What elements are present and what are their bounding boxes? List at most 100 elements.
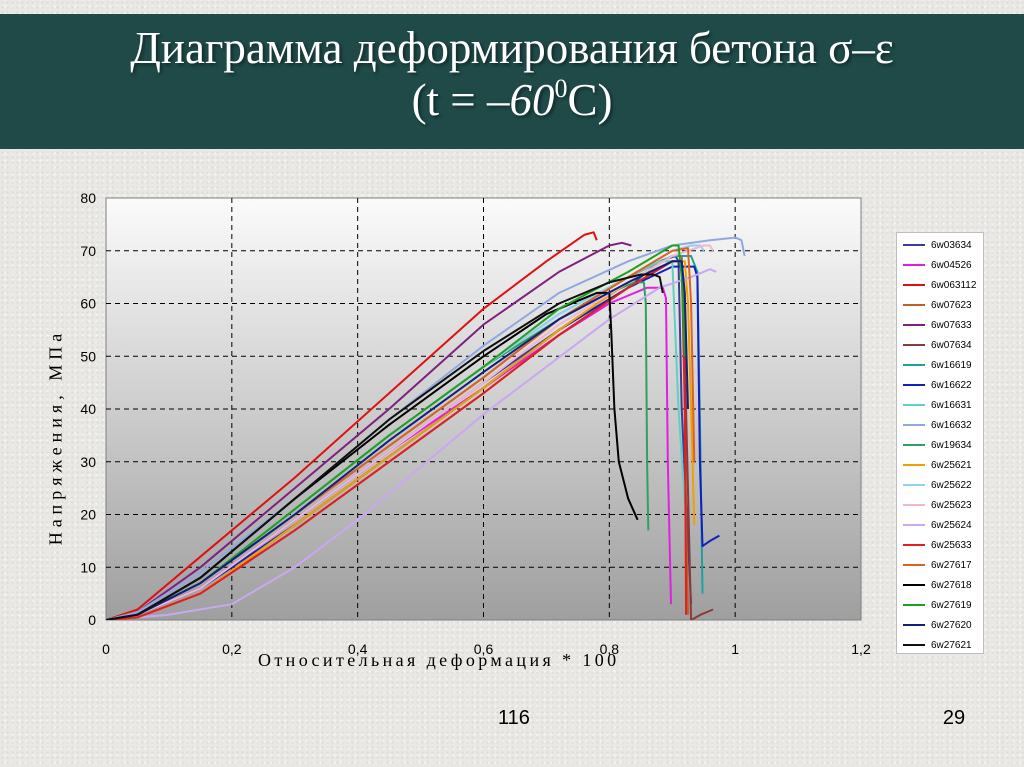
title-banner: [0, 14, 1024, 149]
legend-label: 6w03634: [931, 239, 972, 251]
legend-label: 6w16631: [931, 399, 972, 411]
y-tick-label: 50: [80, 348, 96, 364]
legend-swatch: [903, 364, 925, 366]
tick-labels: 0 0,2 0,4 0,6 0,8 1 1,2 0 10 20 30 40 50 60 70 80: [80, 190, 871, 657]
title-line-2-open: (t =: [411, 75, 487, 125]
page-number: 29: [942, 707, 966, 729]
legend-item: 6w07633: [903, 315, 972, 335]
legend-item: 6w25623: [903, 495, 972, 515]
legend-swatch: [903, 604, 925, 606]
legend-label: 6w25633: [931, 539, 972, 551]
series-group: [106, 231, 746, 620]
legend-item: 6w07634: [903, 335, 972, 355]
legend-item: 6w27617: [903, 555, 972, 575]
legend-label: 6w25623: [931, 499, 972, 511]
legend-swatch: [903, 404, 925, 406]
y-tick-label: 20: [80, 507, 96, 523]
legend-label: 6w25621: [931, 459, 972, 471]
legend-item: 6w16632: [903, 415, 972, 435]
legend-swatch: [903, 644, 925, 646]
title-line-2: (t = –600C): [0, 74, 1024, 126]
legend-item: 6w04526: [903, 255, 972, 275]
y-tick-label: 70: [80, 243, 96, 259]
legend-swatch: [903, 484, 925, 486]
legend-item: 6w063112: [903, 275, 976, 295]
y-tick-label: 0: [88, 612, 96, 628]
legend-item: 6w16631: [903, 395, 972, 415]
y-tick-label: 30: [80, 454, 96, 470]
x-axis-title: Относительная деформация * 100: [258, 650, 620, 670]
legend-swatch: [903, 544, 925, 546]
legend-swatch: [903, 304, 925, 306]
title-line-1: Диаграмма деформирования бетона σ–ε: [130, 23, 894, 73]
legend-swatch: [903, 624, 925, 626]
legend-swatch: [903, 444, 925, 446]
legend-item: 6w25624: [903, 515, 972, 535]
legend-swatch: [903, 244, 925, 246]
legend-swatch: [903, 324, 925, 326]
legend-swatch: [903, 564, 925, 566]
legend-item: 6w07623: [903, 295, 972, 315]
legend-label: 6w27618: [931, 579, 972, 591]
legend-swatch: [903, 524, 925, 526]
legend-item: 6w25633: [903, 535, 972, 555]
legend-swatch: [903, 464, 925, 466]
x-tick-label: 1,2: [851, 641, 871, 657]
series-line-6w16632: [106, 236, 746, 620]
legend-label: 6w25624: [931, 519, 972, 531]
x-tick-label: 0: [102, 641, 110, 657]
legend-label: 6w27620: [931, 619, 972, 631]
legend-swatch: [903, 384, 925, 386]
legend-item: 6w27618: [903, 575, 972, 595]
grid: [106, 198, 861, 620]
legend-item: 6w25622: [903, 475, 972, 495]
x-tick-label: 1: [731, 641, 739, 657]
x-tick-label: 0,2: [222, 641, 242, 657]
y-tick-label: 80: [80, 190, 96, 206]
legend-label: 6w27619: [931, 599, 972, 611]
x-tick-label: 0,4: [348, 641, 368, 657]
legend-label: 6w04526: [931, 259, 972, 271]
x-tick-label: 0,8: [600, 641, 620, 657]
legend-item: 6w16619: [903, 355, 972, 375]
legend-label: 6w063112: [931, 279, 977, 291]
legend-label: 6w16622: [931, 379, 972, 391]
legend-label: 6w25622: [931, 479, 972, 491]
footer-number: 116: [498, 707, 530, 729]
y-axis-title: Напряжения, МПа: [45, 328, 66, 546]
series-line-6w07633: [106, 241, 632, 620]
y-tick-label: 60: [80, 296, 96, 312]
legend-item: 6w27620: [903, 615, 972, 635]
legend-swatch: [903, 504, 925, 506]
slide-title: Диаграмма деформирования бетона σ–ε (t =…: [0, 22, 1024, 126]
legend: 6w03634 6w04526 6w063112 6w07623 6w07633 6w07…: [896, 232, 984, 654]
legend-swatch: [903, 584, 925, 586]
legend-swatch: [903, 284, 925, 286]
legend-label: 6w16619: [931, 359, 972, 371]
y-tick-label: 40: [80, 401, 96, 417]
degree-superscript: 0: [554, 74, 568, 103]
title-line-2-close: C): [567, 75, 613, 125]
series-line-6w27620: [106, 260, 689, 620]
legend-item: 6w27619: [903, 595, 972, 615]
series-line-6w25623: [106, 244, 714, 620]
x-tick-label: 0,6: [474, 641, 494, 657]
legend-label: 6w27621: [931, 639, 972, 651]
legend-swatch: [903, 264, 925, 266]
legend-item: 6w19634: [903, 435, 972, 455]
legend-item: 6w16622: [903, 375, 972, 395]
series-line-6w063112: [106, 231, 598, 620]
legend-label: 6w07634: [931, 339, 972, 351]
legend-item: 6w03634: [903, 235, 972, 255]
legend-swatch: [903, 344, 925, 346]
y-tick-label: 10: [80, 559, 96, 575]
legend-label: 6w16632: [931, 419, 972, 431]
legend-label: 6w07633: [931, 319, 972, 331]
legend-label: 6w19634: [931, 439, 972, 451]
legend-label: 6w27617: [931, 559, 972, 571]
series-line-6w27621: [106, 273, 664, 620]
legend-item: 6w25621: [903, 455, 972, 475]
legend-item: 6w27621: [903, 635, 972, 655]
temperature-value: –60: [486, 75, 555, 125]
